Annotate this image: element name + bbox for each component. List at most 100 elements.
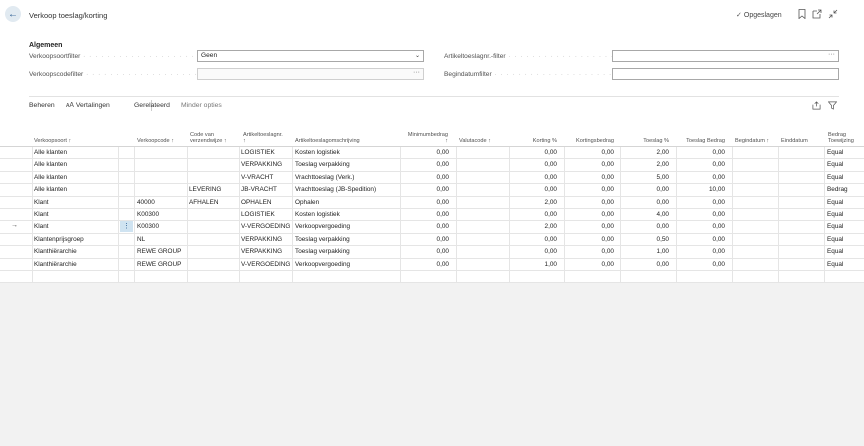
cell-min[interactable]: 0,00 [436,173,449,181]
cell-tbed[interactable]: 0,00 [712,161,725,169]
cell-min[interactable]: 0,00 [436,260,449,268]
lookup-ellipsis-icon[interactable]: ··· [413,69,420,76]
vertalingen-button[interactable]: 🗚 Vertalingen [66,102,110,110]
cell-tpct[interactable]: 0,00 [656,223,669,231]
cell-tbed[interactable]: 0,00 [712,248,725,256]
cell-oms[interactable]: Ophalen [295,198,320,206]
cell-code[interactable]: REWE GROUP [137,248,182,256]
cell-toew[interactable]: Equal [827,260,844,268]
cell-art[interactable]: V-VERGOEDING [241,223,291,231]
cell-toew[interactable]: Equal [827,235,844,243]
table-row[interactable]: → ⋮ Klant K00300 V-VERGOEDING Verkoopvergoedi… [0,221,864,234]
cell-min[interactable]: 0,00 [436,198,449,206]
cell-kpct[interactable]: 0,00 [544,248,557,256]
cell-toew[interactable]: Equal [827,198,844,206]
cell-tpct[interactable]: 0,50 [656,235,669,243]
cell-tpct[interactable]: 0,00 [656,186,669,194]
cell-code[interactable]: NL [137,235,146,243]
cell-kpct[interactable]: 0,00 [544,211,557,218]
cell-code[interactable]: K00300 [137,211,160,218]
table-row[interactable]: Klant K00300 LOGISTIEK Kosten logistiek 0,00… [0,209,864,222]
cell-oms[interactable]: Vrachttoeslag (Verk.) [295,173,355,181]
col-header-omschrijving[interactable]: Artikeltoeslagomschrijving [295,138,360,144]
cell-toew[interactable]: Equal [827,161,844,169]
cell-oms[interactable]: Verkoopvergoeding [295,223,351,231]
cell-art[interactable]: LOGISTIEK [241,149,275,156]
cell-art[interactable]: JB-VRACHT [241,186,277,194]
back-arrow-icon[interactable]: ← [5,6,21,22]
begindatumfilter-input[interactable] [612,68,839,80]
col-header-valutacode[interactable]: Valutacode ↑ [459,138,491,144]
cell-tbed[interactable]: 0,00 [712,173,725,181]
cell-soort[interactable]: Klantenprijsgroep [34,235,84,243]
cell-tbed[interactable]: 0,00 [712,211,725,218]
cell-art[interactable]: VERPAKKING [241,161,283,169]
gerelateerd-button[interactable]: Gerelateerd [134,102,170,109]
col-header-code-van-verzendwijze[interactable]: Code van verzendwijze ↑ [190,132,227,144]
cell-kbed[interactable]: 0,00 [601,161,614,169]
cell-soort[interactable]: Klant [34,198,49,206]
col-header-begindatum[interactable]: Begindatum ↑ [735,138,770,144]
cell-toew[interactable]: Equal [827,149,844,156]
cell-min[interactable]: 0,00 [436,248,449,256]
cell-tbed[interactable]: 0,00 [712,260,725,268]
verkoopsoortfilter-select[interactable]: Geen ⌄ [197,50,424,62]
table-row-empty[interactable] [0,271,864,284]
cell-toew[interactable]: Equal [827,173,844,181]
cell-kbed[interactable]: 0,00 [601,173,614,181]
cell-soort[interactable]: Alle klanten [34,149,68,156]
table-row[interactable]: Klant 40000 AFHALEN OPHALEN Ophalen 0,00 2,00 0… [0,197,864,209]
cell-art[interactable]: VERPAKKING [241,248,283,256]
cell-kpct[interactable]: 2,00 [544,223,557,231]
cell-tpct[interactable]: 1,00 [656,248,669,256]
verkoopscodefilter-input[interactable]: ··· [197,68,424,80]
table-row[interactable]: Alle klanten V-VRACHT Vrachttoeslag (Verk.… [0,172,864,185]
open-in-new-window-icon[interactable] [812,9,822,19]
col-header-artikeltoeslagnr[interactable]: Artikeltoeslagnr. ↑ [243,132,283,144]
cell-tbed[interactable]: 0,00 [712,223,725,231]
cell-oms[interactable]: Verkoopvergoeding [295,260,351,268]
cell-tbed[interactable]: 0,00 [712,235,725,243]
cell-kpct[interactable]: 0,00 [544,186,557,194]
cell-soort[interactable]: Klanthiërarchie [34,260,77,268]
cell-kpct[interactable]: 0,00 [544,235,557,243]
cell-kbed[interactable]: 0,00 [601,211,614,218]
cell-kbed[interactable]: 0,00 [601,186,614,194]
cell-soort[interactable]: Alle klanten [34,161,68,169]
col-header-korting-pct[interactable]: Korting % [532,138,557,144]
cell-tbed[interactable]: 0,00 [712,149,725,156]
cell-tpct[interactable]: 0,00 [656,198,669,206]
table-row[interactable]: Klantenprijsgroep NL VERPAKKING Toeslag ver… [0,234,864,247]
cell-tpct[interactable]: 0,00 [656,260,669,268]
cell-toew[interactable]: Equal [827,211,844,218]
cell-soort[interactable]: Klant [34,211,49,218]
lookup-ellipsis-icon[interactable]: ··· [828,51,835,58]
cell-min[interactable]: 0,00 [436,235,449,243]
cell-art[interactable]: VERPAKKING [241,235,283,243]
cell-kbed[interactable]: 0,00 [601,198,614,206]
cell-code[interactable]: 40000 [137,198,155,206]
cell-min[interactable]: 0,00 [436,186,449,194]
share-icon[interactable] [812,101,821,112]
cell-soort[interactable]: Klanthiërarchie [34,248,77,256]
col-header-toeslag-bedrag[interactable]: Toeslag Bedrag [686,138,725,144]
cell-kpct[interactable]: 0,00 [544,161,557,169]
cell-oms[interactable]: Kosten logistiek [295,211,340,218]
cell-code[interactable]: K00300 [137,223,160,231]
cell-verz[interactable]: AFHALEN [189,198,219,206]
cell-oms[interactable]: Vrachttoeslag (JB-Spedition) [295,186,377,194]
cell-tpct[interactable]: 2,00 [656,161,669,169]
table-row[interactable]: Alle klanten LEVERING JB-VRACHT Vrachttoesl… [0,184,864,197]
cell-verz[interactable]: LEVERING [189,186,222,194]
cell-oms[interactable]: Toeslag verpakking [295,235,350,243]
cell-min[interactable]: 0,00 [436,211,449,218]
cell-kbed[interactable]: 0,00 [601,248,614,256]
cell-min[interactable]: 0,00 [436,161,449,169]
table-row[interactable]: Alle klanten VERPAKKING Toeslag verpakking… [0,159,864,172]
cell-soort[interactable]: Klant [34,223,49,231]
col-header-toeslag-pct[interactable]: Toeslag % [643,138,669,144]
cell-tpct[interactable]: 4,00 [656,211,669,218]
minder-opties-button[interactable]: Minder opties [181,102,222,109]
cell-kpct[interactable]: 2,00 [544,198,557,206]
cell-soort[interactable]: Alle klanten [34,186,68,194]
